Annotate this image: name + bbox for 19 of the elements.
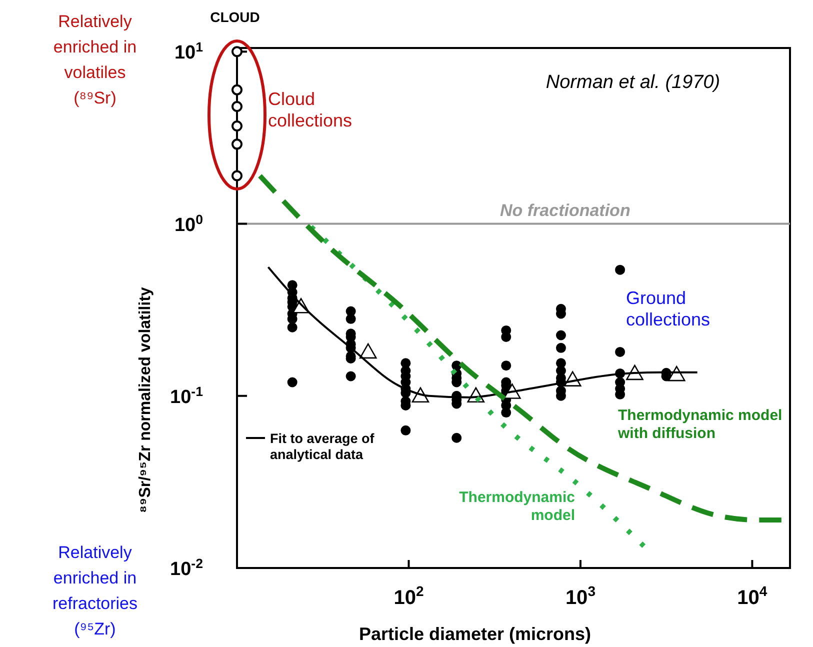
- y-tick-label: 10$^{0}$: [174, 211, 203, 236]
- y-tick-label: 10$^{1}$: [174, 39, 204, 64]
- y-tick-label: 10$^{-2}$: [170, 556, 203, 580]
- series-label: Cloud collections: [268, 89, 352, 131]
- text: Relatively enriched in volatiles (⁸⁹Sr): [53, 12, 137, 108]
- x-tick-label: 10$^{2}$: [394, 583, 424, 609]
- text: CLOUD: [210, 9, 260, 25]
- x-axis-title: Particle diameter (microns): [358, 624, 592, 644]
- x-tick-label: 10$^{3}$: [565, 583, 596, 609]
- x-tick-label: 10$^{4}$: [737, 583, 768, 609]
- legend-label: Fit to average of analytical data: [270, 431, 375, 462]
- y-axis-title: ⁸⁹Sr/⁹⁵Zr normalized volatility: [137, 286, 154, 513]
- text: Relatively enriched in refractories (⁹⁵Zr): [52, 543, 138, 638]
- text: Thermodynamic model with diffusion: [617, 407, 782, 442]
- y-tick-label: 10$^{-1}$: [170, 383, 204, 408]
- ref-line-label: No fractionation: [500, 200, 630, 220]
- annotation: Norman et al. (1970): [546, 72, 720, 93]
- series-label: Ground collections: [626, 288, 710, 330]
- series-label: Thermodynamic model: [459, 489, 575, 524]
